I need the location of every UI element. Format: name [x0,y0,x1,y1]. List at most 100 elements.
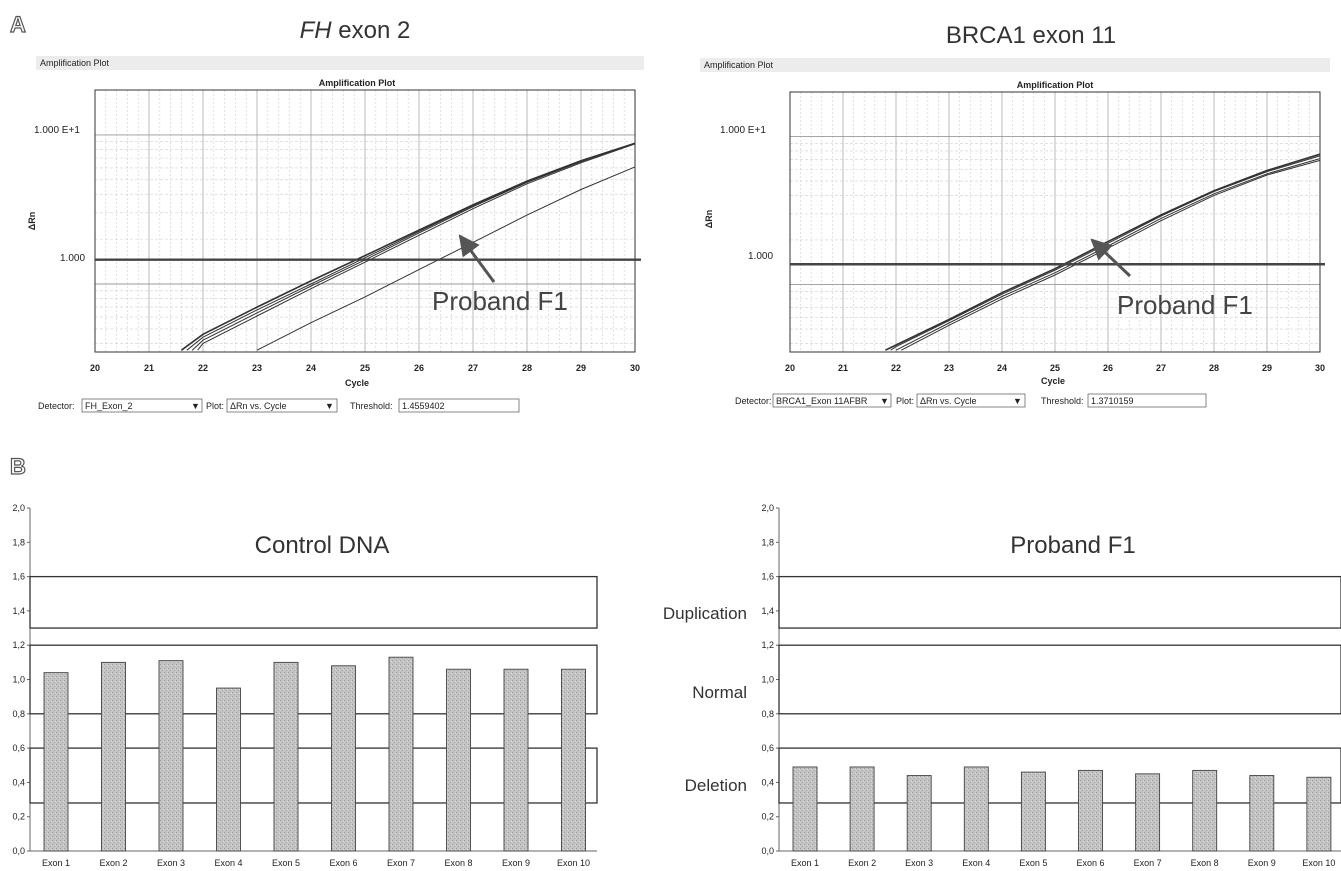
bar [849,766,875,852]
bar-chart-control: 0,0 0,2 0,4 0,6 0,8 1,0 1,2 1,4 1,6 1,8 2,0 Exon 1… [12,503,598,868]
x-tick-label: 21 [838,363,848,373]
panel-label-b: B [10,454,26,479]
x-tick-label: Exon 8 [1191,858,1219,868]
y-tick-label: 1.000 [748,251,773,262]
bar [963,766,989,852]
x-tick-label: Exon 5 [1019,858,1047,868]
y-tick-label: 1,0 [12,675,25,685]
threshold-label: Threshold: [1041,396,1084,406]
bar [331,665,356,852]
y-tick-label: 0,2 [12,812,25,822]
y-tick-label: 1,6 [12,572,25,582]
x-tick-label: 25 [360,363,370,373]
x-tick-label: 26 [414,363,424,373]
plot-type-label: Plot: [206,401,224,411]
y-tick-label: 2,0 [761,503,774,513]
cnv-zone-band [29,644,598,715]
y-tick-label: 1.000 E+1 [720,125,766,136]
amp-title-fh: FH exon 2 [300,17,411,44]
plot-title: Amplification Plot [319,78,396,88]
bar [216,687,241,852]
detector-value: FH_Exon_2 [85,401,133,411]
y-tick-label: 1,2 [761,640,774,650]
x-tick-label: 20 [785,363,795,373]
plot-frame [94,89,636,353]
x-tick-label: 23 [252,363,262,373]
x-tick-label: 28 [1209,363,1219,373]
amp-plot-fh: FH exon 2 Amplification Plot Amplificati… [27,17,644,413]
y-tick-label: 1,8 [12,537,25,547]
x-tick-label: 24 [306,363,316,373]
bar [1192,769,1218,852]
x-tick-label: Exon 6 [1076,858,1104,868]
amplification-curve [885,153,1321,351]
x-tick-label: Exon 8 [444,858,472,868]
x-tick-label: Exon 2 [99,858,127,868]
threshold-field[interactable] [1087,393,1207,408]
x-tick-label: 30 [1315,363,1325,373]
chevron-down-icon[interactable]: ▼ [880,396,889,406]
x-tick-labels: 20 21 22 23 24 25 26 27 28 29 30 [90,363,640,373]
plot-grid [94,89,636,352]
y-tick-label: 0,6 [12,743,25,753]
y-tick-label: 1,4 [12,606,25,616]
window-title: Amplification Plot [40,58,110,68]
x-tick-label: Exon 7 [387,858,415,868]
x-tick-label: 22 [198,363,208,373]
x-tick-label: Exon 9 [1248,858,1276,868]
amplification-curve [191,142,636,351]
annotation-proband: Proband F1 [432,286,568,316]
x-tick-label: Exon 6 [329,858,357,868]
detector-select[interactable] [81,398,203,413]
x-tick-label: 29 [576,363,586,373]
chevron-down-icon[interactable]: ▼ [1013,396,1022,406]
x-tick-label: Exon 5 [272,858,300,868]
annotation-arrow [458,234,496,283]
x-tick-label: Exon 10 [1302,858,1335,868]
detector-label: Detector: [735,396,772,406]
amplification-curve [890,155,1321,351]
x-tick-label: 22 [891,363,901,373]
bar [158,660,184,852]
zone-label-normal: Normal [692,683,747,702]
y-axis-label: ΔRn [704,210,714,228]
panel-label-a: A [10,12,26,37]
threshold-field[interactable] [398,398,520,413]
window-bar [36,56,644,70]
amp-title-brca1: BRCA1 exon 11 [946,22,1116,49]
y-tick-label: 1,6 [761,572,774,582]
chevron-down-icon[interactable]: ▼ [325,401,334,411]
x-tick-label: Exon 1 [42,858,70,868]
x-axis-label: Cycle [345,378,369,388]
x-tick-label: Exon 3 [905,858,933,868]
cnv-zone-band [778,575,1341,629]
amplification-curve [180,142,636,351]
bar [388,656,414,852]
x-tick-label: 27 [468,363,478,373]
y-tick-label: 0,0 [761,846,774,856]
x-tick-labels: Exon 1 Exon 2 Exon 3 Exon 4 Exon 5 Exon 6 Exon… [42,858,590,868]
plot-type-select[interactable] [226,398,338,413]
x-tick-label: 25 [1050,363,1060,373]
y-axis-label: ΔRn [27,212,37,230]
chevron-down-icon[interactable]: ▼ [191,401,200,411]
x-tick-label: Exon 4 [214,858,242,868]
bar [906,775,932,852]
x-tick-label: 30 [630,363,640,373]
annotation-arrow [1090,238,1132,278]
bar-chart-title: Proband F1 [1010,532,1135,559]
plot-type-label: Plot: [896,396,914,406]
detector-select[interactable] [772,393,892,408]
x-tick-label: 20 [90,363,100,373]
plot-type-select[interactable] [916,393,1026,408]
bar [101,661,126,852]
threshold-label: Threshold: [350,401,393,411]
amplification-curve [197,143,636,351]
cnv-zone-band [29,575,598,629]
amplification-curve [256,166,636,351]
x-tick-label: 27 [1156,363,1166,373]
x-tick-label: 29 [1262,363,1272,373]
zone-label-duplication: Duplication [663,604,747,623]
x-tick-label: Exon 4 [962,858,990,868]
zone-label-deletion: Deletion [685,776,747,795]
